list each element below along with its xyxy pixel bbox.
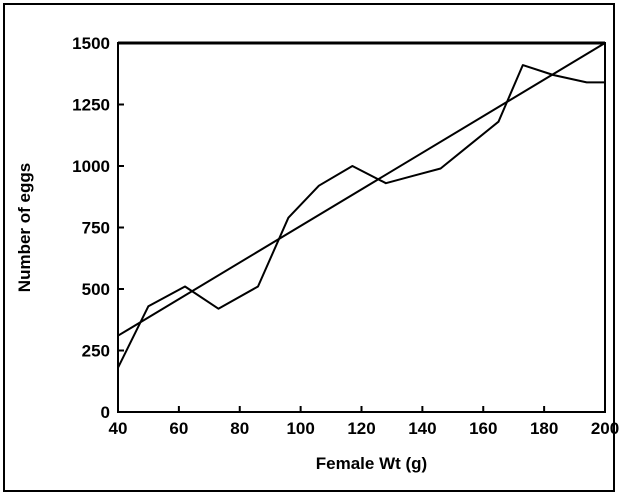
y-tick-label: 1000 [72, 157, 110, 176]
regression-line [117, 42, 606, 337]
chart-frame [3, 3, 615, 492]
plot-area [117, 42, 606, 413]
x-axis-label: Female Wt (g) [316, 454, 427, 473]
x-tick-label: 200 [591, 419, 619, 438]
y-tick-label: 750 [82, 219, 110, 238]
x-tick-label: 180 [530, 419, 558, 438]
x-tick-label: 60 [169, 419, 188, 438]
y-tick-label: 1250 [72, 96, 110, 115]
y-tick-label: 250 [82, 342, 110, 361]
y-axis-label: Number of eggs [15, 163, 34, 292]
x-tick-label: 40 [109, 419, 128, 438]
y-tick-label: 500 [82, 280, 110, 299]
x-tick-label: 160 [469, 419, 497, 438]
x-tick-label: 80 [230, 419, 249, 438]
x-tick-label: 140 [408, 419, 436, 438]
x-tick-label: 120 [347, 419, 375, 438]
y-tick-label: 1500 [72, 34, 110, 53]
observed-eggs-line [117, 64, 605, 369]
x-tick-label: 100 [286, 419, 314, 438]
y-tick-label: 0 [101, 403, 110, 422]
